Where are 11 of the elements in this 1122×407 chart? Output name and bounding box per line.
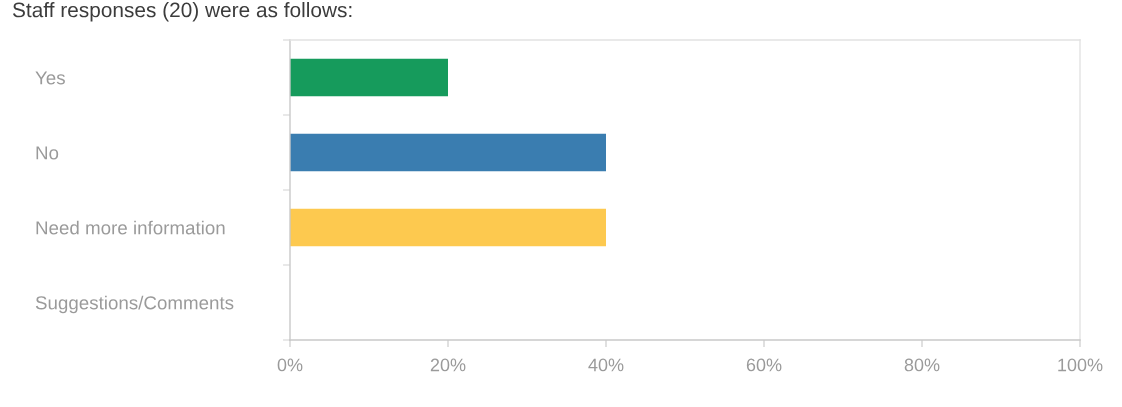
y-tick-label: No — [36, 146, 59, 160]
x-tick-label: 20% — [430, 358, 466, 372]
chart-title: Staff responses (20) were as follows: — [12, 2, 352, 22]
y-tick-label: Suggestions/Comments — [35, 295, 234, 314]
y-tick-label: Need more information — [36, 220, 225, 235]
x-tick-label: 60% — [746, 358, 782, 372]
x-tick-label: 40% — [588, 358, 624, 372]
x-tick-label: 100% — [1058, 358, 1103, 372]
x-tick-label: 80% — [904, 358, 940, 372]
x-tick-label: 0% — [277, 358, 303, 372]
y-tick-label: Yes — [35, 71, 65, 85]
